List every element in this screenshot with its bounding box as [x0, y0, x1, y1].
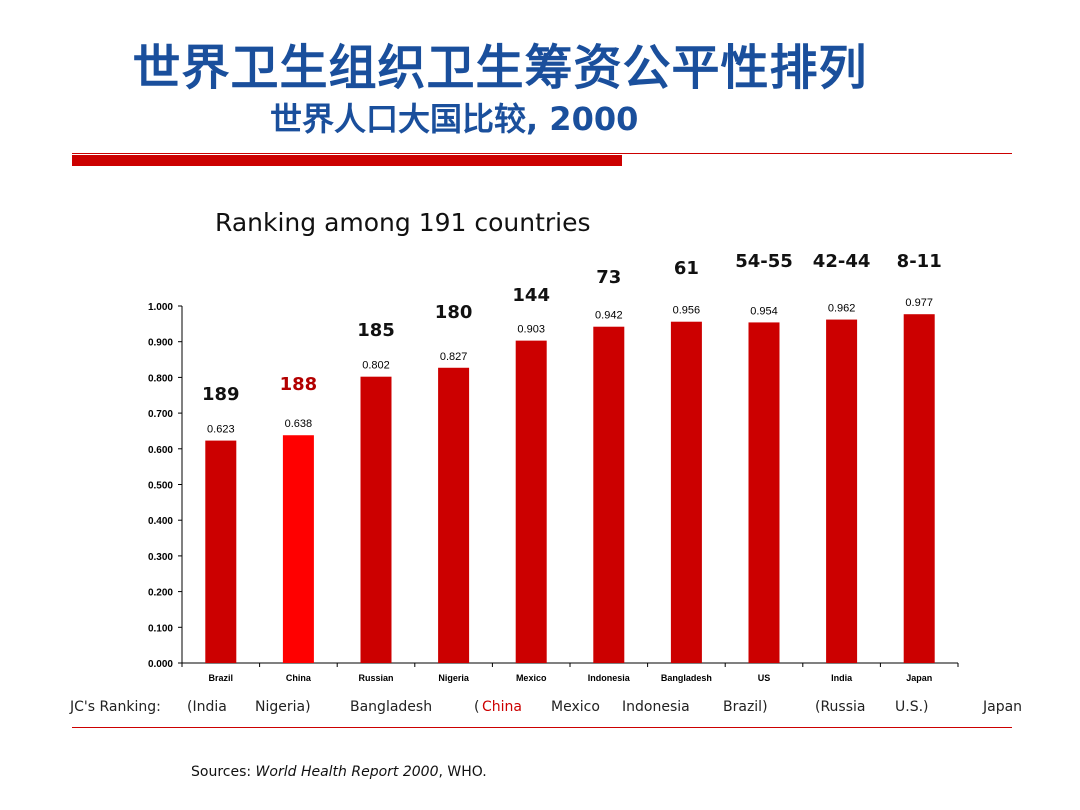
value-label: 0.802	[362, 360, 390, 372]
slide-subtitle: 世界人口大国比较, 2000	[270, 100, 639, 138]
bar-nigeria	[438, 367, 470, 663]
slide-title: 世界卫生组织卫生筹资公平性排列	[132, 40, 868, 96]
jc-ranking-item: Nigeria)	[255, 699, 311, 715]
header-divider-thick	[72, 155, 622, 166]
jc-ranking-item: Indonesia	[622, 699, 690, 715]
y-tick-label: 1.000	[148, 302, 173, 313]
sources-report-title: World Health Report 2000	[255, 764, 439, 780]
footer-divider	[72, 727, 1012, 728]
rank-label: 144	[512, 285, 550, 306]
bar-mexico	[515, 340, 547, 663]
y-tick-label: 0.300	[148, 552, 173, 563]
value-label: 0.827	[440, 351, 468, 363]
header-divider-thin	[72, 153, 1012, 154]
value-label: 0.623	[207, 424, 235, 436]
rank-label: 185	[357, 320, 395, 341]
y-tick-label: 0.000	[148, 659, 173, 670]
y-tick-label: 0.700	[148, 409, 173, 420]
category-label: Brazil	[209, 673, 234, 683]
value-label: 0.962	[828, 303, 856, 315]
jc-ranking-item: Bangladesh	[350, 699, 433, 715]
value-label: 0.954	[750, 305, 778, 317]
y-tick-label: 0.800	[148, 373, 173, 384]
jc-ranking-item: (	[474, 699, 480, 715]
value-label: 0.903	[517, 324, 545, 336]
jc-ranking-item: (Russia	[815, 699, 866, 715]
bar-japan	[903, 314, 935, 663]
value-label: 0.956	[673, 305, 701, 317]
y-tick-label: 0.100	[148, 623, 173, 634]
category-label: Mexico	[516, 673, 547, 683]
jc-ranking-item: (India	[187, 699, 227, 715]
chart-title: Ranking among 191 countries	[215, 208, 591, 237]
bar-indonesia	[593, 326, 625, 663]
y-tick-label: 0.600	[148, 445, 173, 456]
bar-india	[826, 319, 858, 663]
category-label: India	[831, 673, 853, 683]
jc-ranking-label: JC's Ranking:	[70, 699, 161, 715]
jc-ranking-item-china: China	[482, 699, 522, 715]
jc-ranking-row: JC's Ranking: (India Nigeria) Bangladesh…	[0, 699, 1080, 721]
rank-label: 180	[435, 302, 473, 323]
category-label: Indonesia	[588, 673, 631, 683]
sources-suffix: , WHO.	[438, 764, 487, 780]
rank-label: 189	[202, 384, 240, 405]
value-label: 0.638	[285, 418, 313, 430]
rank-label: 8-11	[897, 251, 942, 272]
category-label: Bangladesh	[661, 673, 712, 683]
y-tick-label: 0.200	[148, 588, 173, 599]
bar-russian	[360, 376, 392, 663]
category-label: China	[286, 673, 312, 683]
category-label: Russian	[358, 673, 393, 683]
rank-label: 188	[280, 374, 318, 395]
y-tick-label: 0.400	[148, 516, 173, 527]
jc-ranking-item: Japan	[983, 699, 1023, 715]
bar-brazil	[205, 440, 237, 663]
jc-ranking-item: Brazil)	[723, 699, 768, 715]
jc-ranking-item: U.S.)	[895, 699, 929, 715]
rank-label: 42-44	[813, 251, 871, 272]
value-label: 0.942	[595, 310, 623, 322]
sources-note: Sources: World Health Report 2000, WHO.	[191, 764, 487, 780]
bar-bangladesh	[670, 321, 702, 663]
rank-label: 73	[596, 267, 621, 288]
rank-label: 61	[674, 258, 699, 279]
bar-us	[748, 322, 780, 663]
sources-prefix: Sources:	[191, 764, 256, 780]
y-tick-label: 0.900	[148, 338, 173, 349]
category-label: Nigeria	[438, 673, 470, 683]
bar-chart: 0.000 0.100 0.200 0.300 0.400 0.500 0.600 0.700…	[148, 251, 959, 683]
jc-ranking-item: Mexico	[551, 699, 600, 715]
y-tick-label: 0.500	[148, 481, 173, 492]
category-label: US	[758, 673, 771, 683]
bar-china	[282, 435, 314, 663]
value-label: 0.977	[905, 297, 933, 309]
category-label: Japan	[906, 673, 932, 683]
rank-label: 54-55	[735, 251, 793, 272]
